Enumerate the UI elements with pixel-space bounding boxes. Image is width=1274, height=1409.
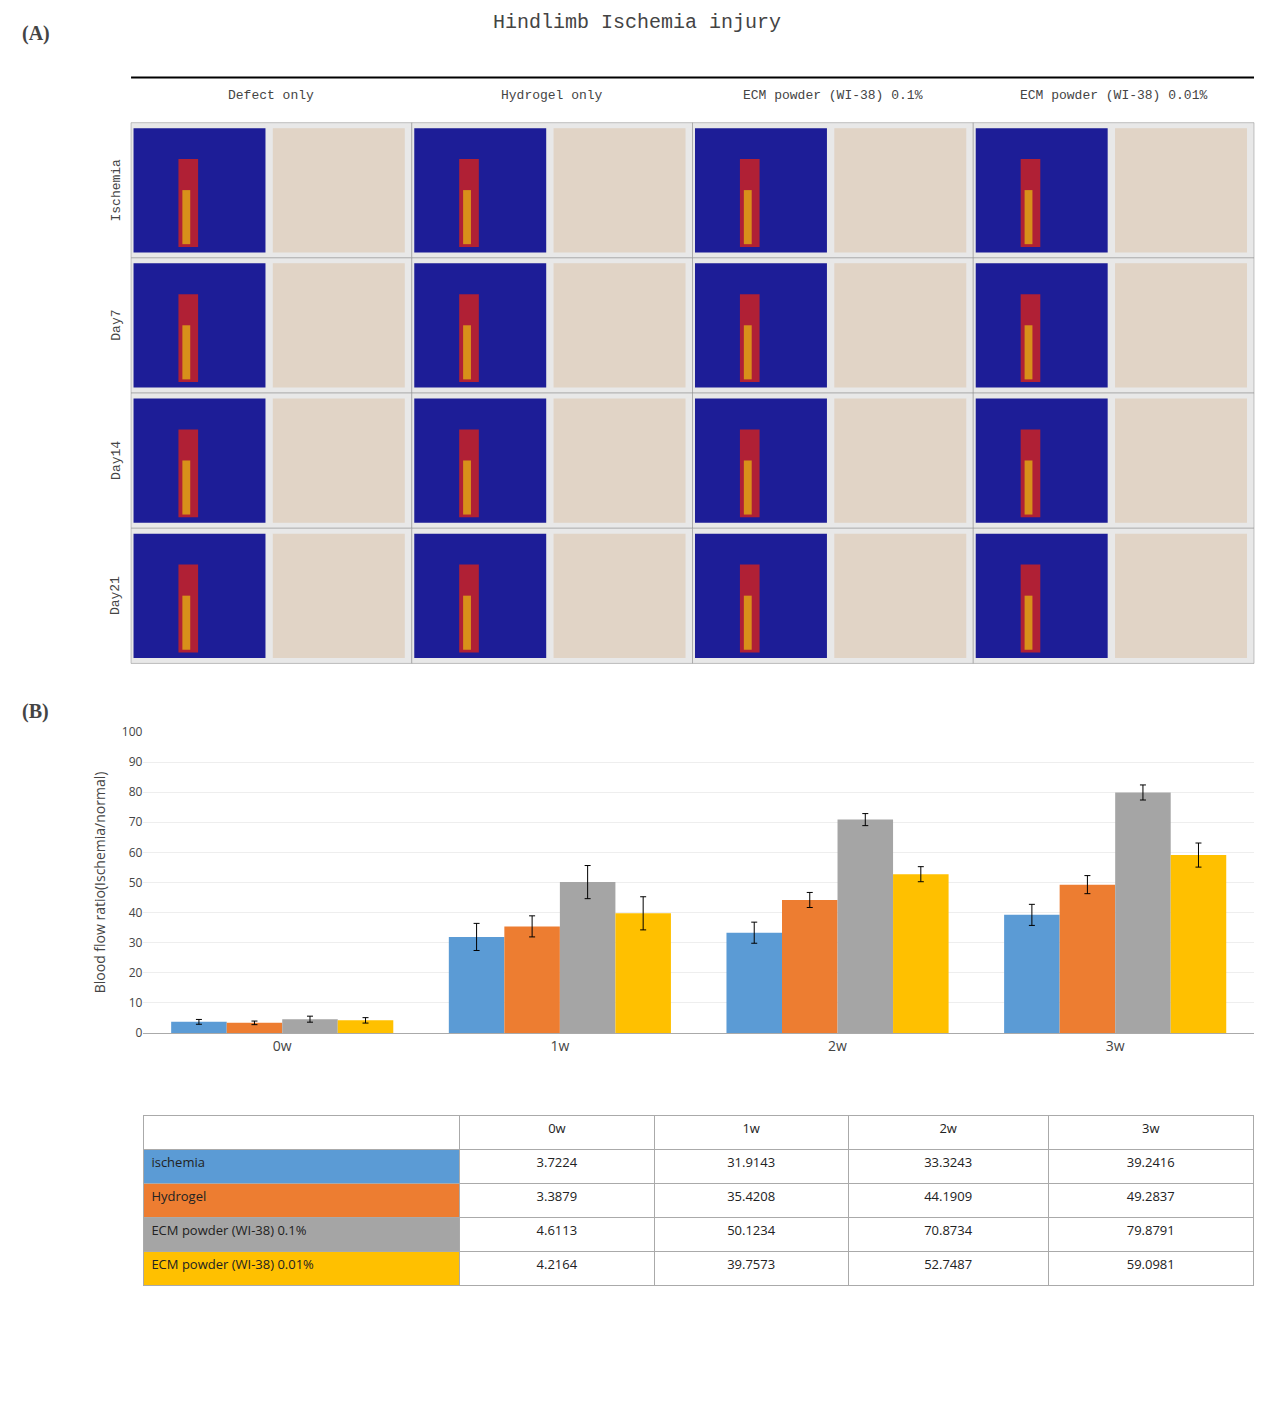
svg-text:70.8734: 70.8734 <box>924 1221 973 1239</box>
svg-text:3.7224: 3.7224 <box>537 1153 578 1171</box>
svg-text:52.7487: 52.7487 <box>924 1255 972 1273</box>
svg-text:4.6113: 4.6113 <box>537 1221 578 1239</box>
svg-text:(A): (A) <box>22 22 50 45</box>
svg-text:60: 60 <box>129 844 143 861</box>
svg-text:39.2416: 39.2416 <box>1127 1153 1175 1171</box>
svg-text:ECM powder (WI-38) 0.01%: ECM powder (WI-38) 0.01% <box>151 1255 314 1273</box>
svg-text:3w: 3w <box>1142 1119 1160 1137</box>
svg-text:50.1234: 50.1234 <box>727 1221 776 1239</box>
svg-text:30: 30 <box>129 934 143 951</box>
svg-text:33.3243: 33.3243 <box>924 1153 972 1171</box>
svg-text:ischemia: ischemia <box>151 1153 205 1171</box>
svg-text:2w: 2w <box>939 1119 957 1137</box>
svg-text:44.1909: 44.1909 <box>924 1187 972 1205</box>
svg-text:39.7573: 39.7573 <box>727 1255 775 1273</box>
svg-text:40: 40 <box>129 904 143 921</box>
svg-text:3w: 3w <box>1106 1036 1125 1055</box>
svg-text:31.9143: 31.9143 <box>727 1153 775 1171</box>
svg-text:Day21: Day21 <box>108 576 123 615</box>
svg-text:ECM powder (WI-38) 0.01%: ECM powder (WI-38) 0.01% <box>1020 88 1207 103</box>
svg-text:20: 20 <box>129 964 143 981</box>
svg-text:80: 80 <box>129 783 143 800</box>
svg-text:Hydrogel only: Hydrogel only <box>501 88 603 103</box>
svg-text:1w: 1w <box>742 1119 760 1137</box>
svg-text:50: 50 <box>129 874 143 891</box>
svg-text:3.3879: 3.3879 <box>537 1187 578 1205</box>
svg-text:Hindlimb Ischemia injury: Hindlimb Ischemia injury <box>493 11 781 34</box>
svg-text:ECM powder (WI-38) 0.1%: ECM powder (WI-38) 0.1% <box>151 1221 306 1239</box>
svg-text:0w: 0w <box>548 1119 566 1137</box>
svg-text:79.8791: 79.8791 <box>1127 1221 1175 1239</box>
svg-text:70: 70 <box>129 813 143 830</box>
svg-text:Ischemia: Ischemia <box>109 159 124 222</box>
svg-text:59.0981: 59.0981 <box>1127 1255 1175 1273</box>
svg-text:Blood flow ratio(Ischemia/norm: Blood flow ratio(Ischemia/normal) <box>90 772 109 994</box>
svg-text:1w: 1w <box>550 1036 569 1055</box>
svg-text:90: 90 <box>129 753 143 770</box>
svg-text:Defect only: Defect only <box>228 88 314 103</box>
svg-text:Hydrogel: Hydrogel <box>151 1187 206 1205</box>
svg-text:49.2837: 49.2837 <box>1127 1187 1175 1205</box>
svg-text:Day7: Day7 <box>109 309 124 340</box>
svg-text:0w: 0w <box>273 1036 292 1055</box>
svg-text:0: 0 <box>136 1024 143 1041</box>
svg-text:100: 100 <box>122 723 143 740</box>
svg-text:10: 10 <box>129 994 143 1011</box>
svg-text:(B): (B) <box>22 700 49 723</box>
svg-text:2w: 2w <box>828 1036 847 1055</box>
svg-text:ECM powder (WI-38) 0.1%: ECM powder (WI-38) 0.1% <box>743 88 923 103</box>
svg-text:35.4208: 35.4208 <box>727 1187 775 1205</box>
svg-text:Day14: Day14 <box>109 441 124 480</box>
svg-text:4.2164: 4.2164 <box>537 1255 578 1273</box>
